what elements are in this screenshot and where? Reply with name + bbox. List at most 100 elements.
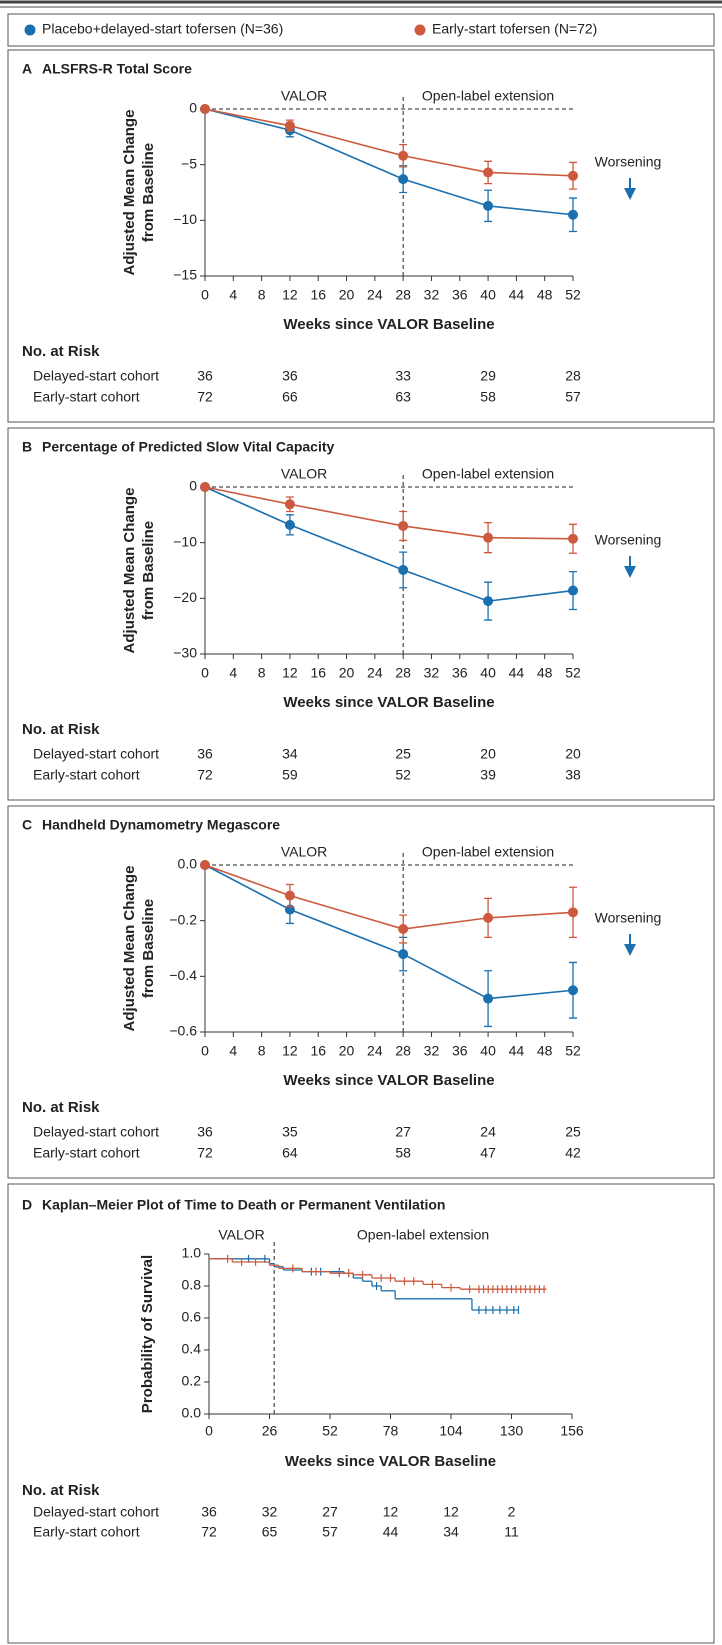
x-tick-label: 52 xyxy=(565,287,581,303)
risk-value: 20 xyxy=(480,746,496,762)
risk-value: 52 xyxy=(395,767,411,783)
data-point xyxy=(398,949,409,960)
risk-value: 27 xyxy=(322,1504,338,1520)
risk-value: 38 xyxy=(565,767,581,783)
x-tick-label: 12 xyxy=(282,1043,298,1059)
region-label: Open-label extension xyxy=(422,466,554,482)
risk-value: 20 xyxy=(565,746,581,762)
y-tick-label: −0.6 xyxy=(169,1023,197,1039)
x-tick-label: 8 xyxy=(258,1043,266,1059)
risk-value: 36 xyxy=(201,1504,217,1520)
risk-value: 2 xyxy=(508,1504,516,1520)
data-point xyxy=(568,170,578,181)
risk-value: 36 xyxy=(197,746,213,762)
y-tick-label: −20 xyxy=(173,589,197,605)
risk-value: 64 xyxy=(282,1145,298,1161)
data-point xyxy=(568,209,578,220)
y-tick-label: −10 xyxy=(173,211,197,227)
y-tick-label: 0.0 xyxy=(178,856,198,872)
x-tick-label: 32 xyxy=(424,287,440,303)
series-line xyxy=(204,108,574,177)
risk-value: 63 xyxy=(395,389,411,405)
x-tick-label: 36 xyxy=(452,287,468,303)
x-tick-label: 52 xyxy=(565,665,581,681)
y-axis-title: from Baseline xyxy=(140,521,157,620)
x-tick-label: 44 xyxy=(509,665,525,681)
x-tick-label: 48 xyxy=(537,1043,553,1059)
x-tick-label: 12 xyxy=(282,665,298,681)
panel-box xyxy=(7,1183,715,1644)
x-tick-label: 24 xyxy=(367,665,383,681)
risk-value: 72 xyxy=(201,1524,217,1540)
x-axis-title: Weeks since VALOR Baseline xyxy=(283,316,494,333)
x-tick-label: 28 xyxy=(395,1043,411,1059)
risk-value: 58 xyxy=(480,389,496,405)
x-tick-label: 48 xyxy=(537,287,553,303)
data-point xyxy=(284,499,295,510)
risk-value: 65 xyxy=(262,1524,278,1540)
annotation: Worsening xyxy=(595,154,662,170)
panel-box xyxy=(7,427,715,801)
x-tick-label: 78 xyxy=(383,1423,399,1439)
y-axis-title: Adjusted Mean Change xyxy=(121,866,138,1032)
x-tick-label: 12 xyxy=(282,287,298,303)
x-tick-label: 0 xyxy=(201,1043,209,1059)
y-axis-title: from Baseline xyxy=(140,899,157,998)
annotation-arrowhead xyxy=(624,188,636,200)
legend-marker xyxy=(414,24,426,36)
x-tick-label: 8 xyxy=(258,665,266,681)
y-tick-label: −0.4 xyxy=(169,967,197,983)
annotation: Worsening xyxy=(595,910,662,926)
x-tick-label: 40 xyxy=(480,1043,496,1059)
region-label: Open-label extension xyxy=(357,1227,489,1243)
legend-label: Placebo+delayed-start tofersen (N=36) xyxy=(42,21,283,37)
x-tick-label: 36 xyxy=(452,1043,468,1059)
x-tick-label: 20 xyxy=(339,665,355,681)
risk-value: 29 xyxy=(480,368,496,384)
x-tick-label: 24 xyxy=(367,1043,383,1059)
series-line xyxy=(204,108,574,216)
risk-row-label: Delayed-start cohort xyxy=(33,1124,159,1140)
region-label: VALOR xyxy=(281,88,327,104)
x-tick-label: 0 xyxy=(201,287,209,303)
series-line xyxy=(204,864,574,930)
panel-letter: B xyxy=(22,439,32,455)
risk-value: 72 xyxy=(197,767,213,783)
y-axis-title: Adjusted Mean Change xyxy=(121,488,138,654)
y-axis-title: Adjusted Mean Change xyxy=(121,110,138,276)
data-point xyxy=(483,596,494,607)
data-point xyxy=(568,985,578,996)
x-tick-label: 44 xyxy=(509,1043,525,1059)
risk-row-label: Early-start cohort xyxy=(33,1145,140,1161)
data-point xyxy=(398,924,409,935)
risk-value: 28 xyxy=(565,368,581,384)
x-tick-label: 0 xyxy=(205,1423,213,1439)
data-point xyxy=(200,482,210,492)
risk-value: 12 xyxy=(443,1504,459,1520)
panel-title: Kaplan–Meier Plot of Time to Death or Pe… xyxy=(42,1197,445,1213)
risk-value: 32 xyxy=(262,1504,278,1520)
y-tick-label: 0 xyxy=(189,100,197,116)
risk-row-label: Early-start cohort xyxy=(33,1524,140,1540)
data-point xyxy=(398,564,409,575)
risk-row-label: Early-start cohort xyxy=(33,767,140,783)
risk-value: 66 xyxy=(282,389,298,405)
risk-value: 44 xyxy=(383,1524,399,1540)
legend-label: Early-start tofersen (N=72) xyxy=(432,21,597,37)
risk-title: No. at Risk xyxy=(22,1482,100,1499)
data-point xyxy=(483,912,494,923)
panel-letter: D xyxy=(22,1197,32,1213)
risk-value: 72 xyxy=(197,389,213,405)
risk-value: 33 xyxy=(395,368,411,384)
y-tick-label: 0.0 xyxy=(182,1405,202,1421)
data-point xyxy=(398,174,409,185)
risk-value: 58 xyxy=(395,1145,411,1161)
annotation: Worsening xyxy=(595,532,662,548)
x-tick-label: 20 xyxy=(339,287,355,303)
risk-title: No. at Risk xyxy=(22,343,100,360)
legend-marker xyxy=(24,24,36,36)
panel-letter: A xyxy=(22,61,32,77)
data-point xyxy=(284,890,295,901)
y-tick-label: −15 xyxy=(173,267,197,283)
